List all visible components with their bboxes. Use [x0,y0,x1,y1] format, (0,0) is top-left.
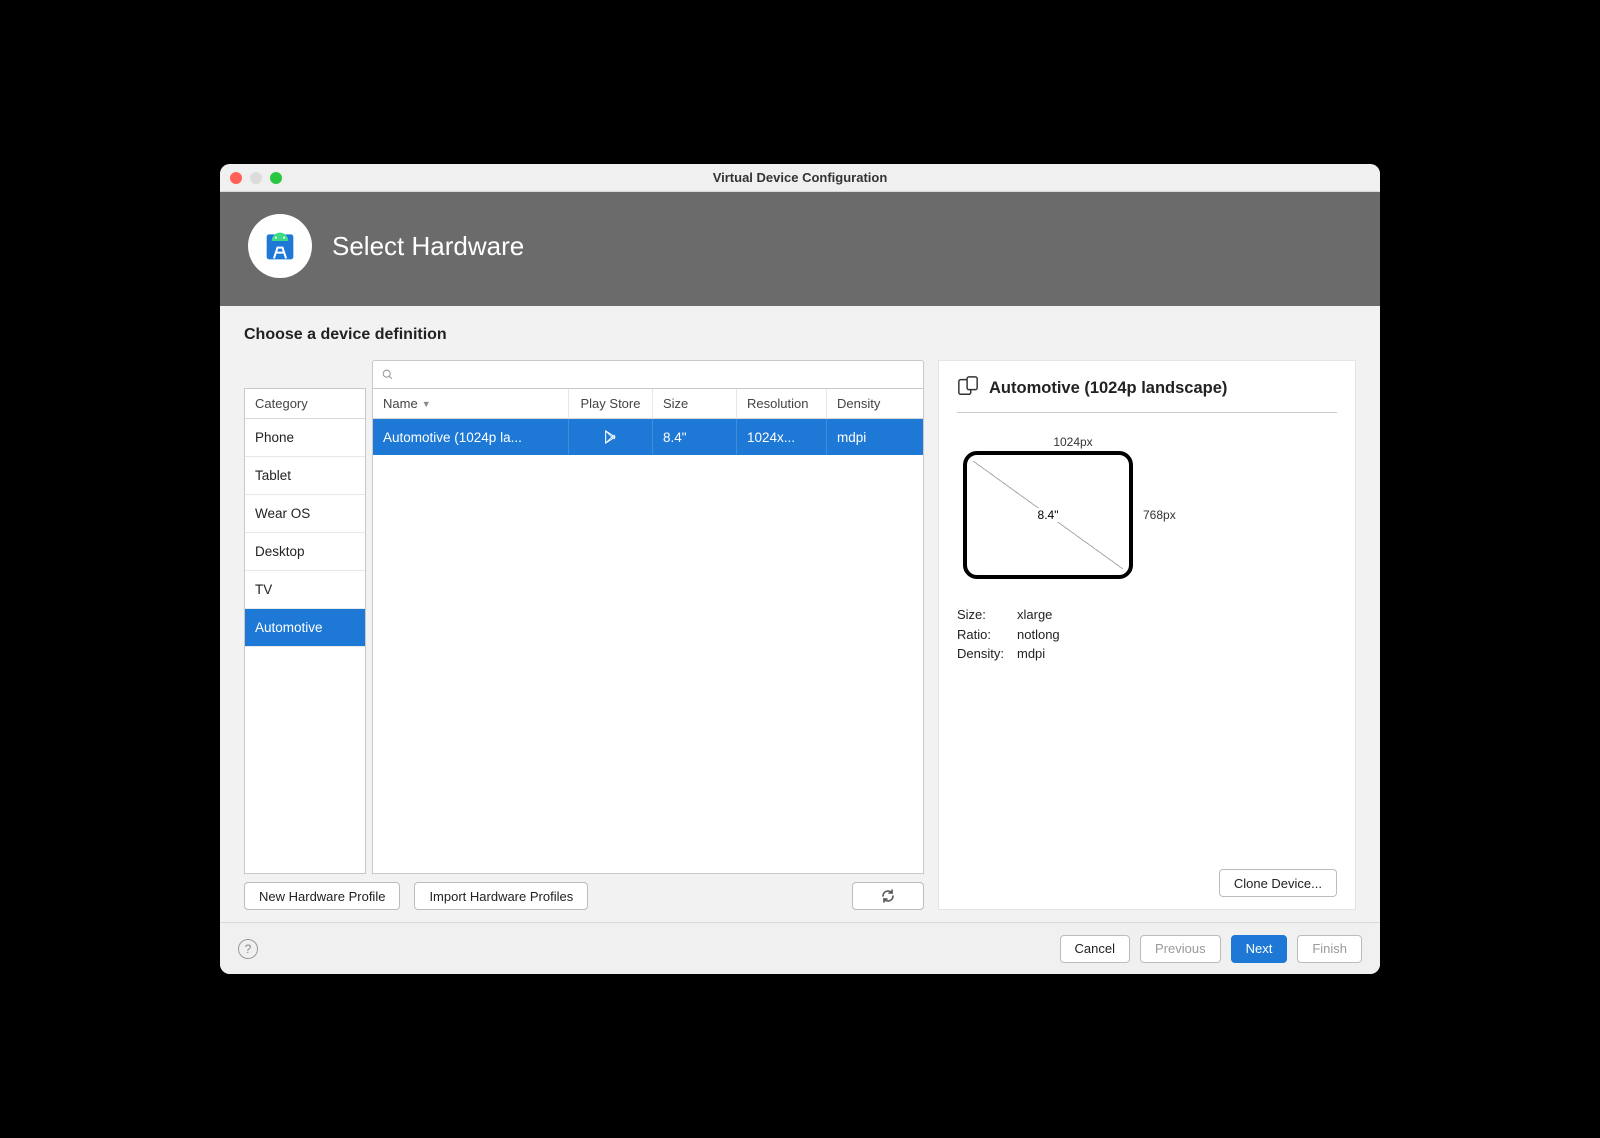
column-density[interactable]: Density [827,389,923,418]
preview-panel: Automotive (1024p landscape) 1024px 8.4"… [938,360,1356,910]
width-label: 1024px [963,435,1183,449]
finish-button[interactable]: Finish [1297,935,1362,963]
next-button[interactable]: Next [1231,935,1288,963]
cancel-button[interactable]: Cancel [1060,935,1130,963]
close-window-button[interactable] [230,172,242,184]
device-type-icon [957,375,979,402]
category-item-phone[interactable]: Phone [245,419,365,457]
play-store-icon [569,419,653,455]
window-controls [230,172,282,184]
app-icon [248,214,312,278]
category-item-automotive[interactable]: Automotive [245,609,365,647]
device-density: mdpi [827,419,923,455]
window-title: Virtual Device Configuration [220,170,1380,185]
section-title: Choose a device definition [244,326,1356,344]
dialog-window: Virtual Device Configuration Select Hard… [220,164,1380,974]
category-header: Category [245,389,365,419]
clone-device-button[interactable]: Clone Device... [1219,869,1337,897]
refresh-icon [880,888,896,904]
banner: Select Hardware [220,192,1380,306]
diagonal-label: 8.4" [1035,508,1062,522]
device-row[interactable]: Automotive (1024p la... 8.4"1024x...mdpi [373,419,923,455]
column-play-store[interactable]: Play Store [569,389,653,418]
content-area: Choose a device definition Category Phon… [220,306,1380,922]
sort-desc-icon: ▼ [422,399,431,409]
device-outline: 8.4" [963,451,1133,579]
search-input[interactable] [372,360,924,388]
category-item-tv[interactable]: TV [245,571,365,609]
footer: ? Cancel Previous Next Finish [220,922,1380,974]
device-table: Name ▼ Play Store Size Resolution Densit… [372,388,924,874]
category-list: Category PhoneTabletWear OSDesktopTVAuto… [244,388,366,874]
refresh-button[interactable] [852,882,924,910]
column-resolution[interactable]: Resolution [737,389,827,418]
previous-button[interactable]: Previous [1140,935,1221,963]
import-hardware-profiles-button[interactable]: Import Hardware Profiles [414,882,588,910]
category-item-tablet[interactable]: Tablet [245,457,365,495]
help-button[interactable]: ? [238,939,258,959]
column-size[interactable]: Size [653,389,737,418]
category-item-desktop[interactable]: Desktop [245,533,365,571]
device-table-header: Name ▼ Play Store Size Resolution Densit… [373,389,923,419]
preview-title: Automotive (1024p landscape) [989,379,1227,398]
height-label: 768px [1133,508,1179,522]
banner-title: Select Hardware [332,231,524,262]
device-name: Automotive (1024p la... [373,419,569,455]
minimize-window-button [250,172,262,184]
device-resolution: 1024x... [737,419,827,455]
device-size: 8.4" [653,419,737,455]
column-name[interactable]: Name ▼ [373,389,569,418]
device-specs: Size:xlarge Ratio:notlong Density:mdpi [957,605,1337,664]
category-item-wear-os[interactable]: Wear OS [245,495,365,533]
dimension-diagram: 1024px 8.4" 768px [963,435,1183,579]
titlebar: Virtual Device Configuration [220,164,1380,192]
new-hardware-profile-button[interactable]: New Hardware Profile [244,882,400,910]
zoom-window-button[interactable] [270,172,282,184]
